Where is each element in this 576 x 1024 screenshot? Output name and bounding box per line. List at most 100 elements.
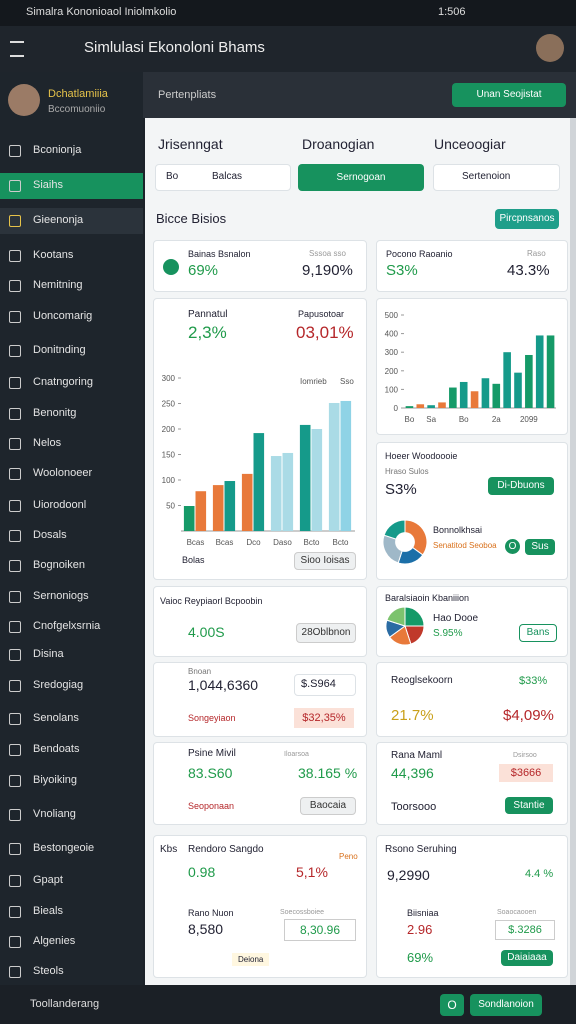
card-label: Hao Dooe xyxy=(433,613,479,624)
menu-item[interactable]: Vnoliang xyxy=(0,802,143,828)
menu-item[interactable]: Cnatngoring xyxy=(0,370,143,396)
menu-item[interactable]: Gpapt xyxy=(0,868,143,894)
bar xyxy=(328,402,340,531)
menu-item[interactable]: Sredogiag xyxy=(0,673,143,699)
y-tick-label: 200 xyxy=(385,367,399,376)
menu-item[interactable]: Bieals xyxy=(0,899,143,925)
menu-item[interactable]: Benonitg xyxy=(0,401,143,427)
avatar[interactable] xyxy=(536,34,564,62)
card-note: Iloarsoa xyxy=(284,751,309,758)
menu-item[interactable]: Siaihs xyxy=(0,173,143,199)
card-value: 2.96 xyxy=(407,922,433,937)
menu-icon[interactable] xyxy=(10,41,24,57)
menu-item[interactable]: Nelos xyxy=(0,431,143,457)
card-value: 38.165 % xyxy=(298,765,358,781)
y-tick-label: 200 xyxy=(162,425,176,434)
menu-item[interactable]: Bestongeoie xyxy=(0,836,143,862)
bar xyxy=(470,391,479,408)
menu-icon xyxy=(9,560,21,572)
field[interactable]: $.3286 xyxy=(495,920,555,940)
section-button[interactable]: Pircpnsanos xyxy=(495,209,559,229)
menu-item[interactable]: Uiorodoonl xyxy=(0,493,143,519)
icon xyxy=(163,259,179,275)
card-value: $32,35% xyxy=(294,708,354,728)
card-value: 0.98 xyxy=(188,864,216,880)
y-tick-label: 300 xyxy=(385,348,399,357)
select[interactable]: Sertenoion xyxy=(433,164,560,191)
menu-item[interactable]: Bconionja xyxy=(0,138,143,164)
x-tick-label: Bcto xyxy=(332,538,349,547)
round-button[interactable]: O xyxy=(440,994,464,1016)
card-button[interactable]: Deiona xyxy=(232,953,270,966)
scrollbar[interactable] xyxy=(570,118,576,985)
menu-item[interactable]: Donitnding xyxy=(0,338,143,364)
bar-chart: 50 100 150 200 250 300 Bcas Bcas Dco Daso Bcto Bcto… xyxy=(162,374,355,547)
menu-icon xyxy=(9,966,21,978)
card-button[interactable]: 28Oblbnon xyxy=(296,623,356,643)
donut-hole xyxy=(395,532,415,552)
menu-item[interactable]: Nemitning xyxy=(0,273,143,299)
menu-label: Bognoiken xyxy=(33,559,85,571)
field[interactable]: $3666 xyxy=(499,764,553,782)
card-note: Sssoa sso xyxy=(309,249,346,258)
bar xyxy=(183,506,195,531)
menu-item[interactable]: Woolonoeer xyxy=(0,461,143,487)
menu-item[interactable]: Biyoiking xyxy=(0,768,143,794)
field[interactable]: 8,30.96 xyxy=(284,919,356,941)
card-title: Reoglsekoorn xyxy=(391,675,453,686)
menu-label: Uiorodoonl xyxy=(33,499,87,511)
menu-item[interactable]: Uoncomarig xyxy=(0,304,143,330)
bottom-button[interactable]: Sondlanoion xyxy=(470,994,542,1016)
app-header: Simlulasi Ekonoloni Bhams xyxy=(0,26,576,72)
select-green[interactable]: Sernogoan xyxy=(298,164,424,191)
bar xyxy=(503,352,511,408)
menu-item[interactable]: Algenies xyxy=(0,929,143,955)
card-button[interactable]: Sus xyxy=(525,539,555,555)
field[interactable]: $.S964 xyxy=(294,674,356,696)
menu-icon xyxy=(9,215,21,227)
card-button[interactable]: Sioo Ioisas xyxy=(294,552,356,570)
card-tag: Kbs xyxy=(160,844,178,855)
menu-label: Cnatngoring xyxy=(33,376,93,388)
card-button[interactable]: Stantie xyxy=(505,797,553,814)
slice xyxy=(386,607,406,627)
card-button[interactable]: Di-Dbuons xyxy=(488,477,554,495)
menu-item[interactable]: Steols xyxy=(0,959,143,985)
menu-item[interactable]: Dosals xyxy=(0,523,143,549)
top-button[interactable]: Unan Seojistat xyxy=(452,83,566,107)
select[interactable]: Bo Balcas xyxy=(155,164,291,191)
menu-icon xyxy=(9,345,21,357)
card: Pocono Raoanio Raso S3% 43.3% xyxy=(376,240,568,292)
menu-icon xyxy=(9,250,21,262)
menu-icon xyxy=(9,311,21,323)
card-note: Raso xyxy=(527,249,546,258)
menu-item[interactable]: Bognoiken xyxy=(0,553,143,579)
user-subtitle: Bccomuoniio xyxy=(48,104,106,115)
card-note: Peno xyxy=(339,852,358,861)
menu-item[interactable]: Kootans xyxy=(0,243,143,269)
menu-item[interactable]: Senolans xyxy=(0,706,143,732)
card-button[interactable]: Bans xyxy=(519,624,557,642)
menu-label: Siaihs xyxy=(33,179,63,191)
menu-icon xyxy=(9,280,21,292)
y-tick-label: 50 xyxy=(166,502,175,511)
menu-icon xyxy=(9,775,21,787)
menu-icon xyxy=(9,180,21,192)
menu-item[interactable]: Bendoats xyxy=(0,737,143,763)
round-button[interactable]: O xyxy=(505,539,520,554)
card-sublabel: Toorsooo xyxy=(391,801,437,813)
y-tick-label: 300 xyxy=(162,374,176,383)
bar xyxy=(481,378,490,408)
menu-label: Woolonoeer xyxy=(33,467,93,479)
menu-item[interactable]: Sernoniogs xyxy=(0,584,143,610)
menu-item[interactable]: Gieenonja xyxy=(0,208,143,234)
menu-icon xyxy=(9,649,21,661)
card-button[interactable]: Baocaia xyxy=(300,797,356,815)
menu-item[interactable]: Cnofgelxsrnia xyxy=(0,614,143,640)
menu-item[interactable]: Disina xyxy=(0,642,143,668)
status-bar: Simalra Kononioaol Iniolmkolio 1:506 xyxy=(0,0,576,26)
app-title: Simlulasi Ekonoloni Bhams xyxy=(84,39,265,56)
sidebar: Dchatlamiiia Bccomuoniio Bconionja Siaihs… xyxy=(0,72,143,985)
card-button[interactable]: Daiaiaaa xyxy=(501,950,553,966)
card-label: Papusotoar xyxy=(298,309,345,319)
